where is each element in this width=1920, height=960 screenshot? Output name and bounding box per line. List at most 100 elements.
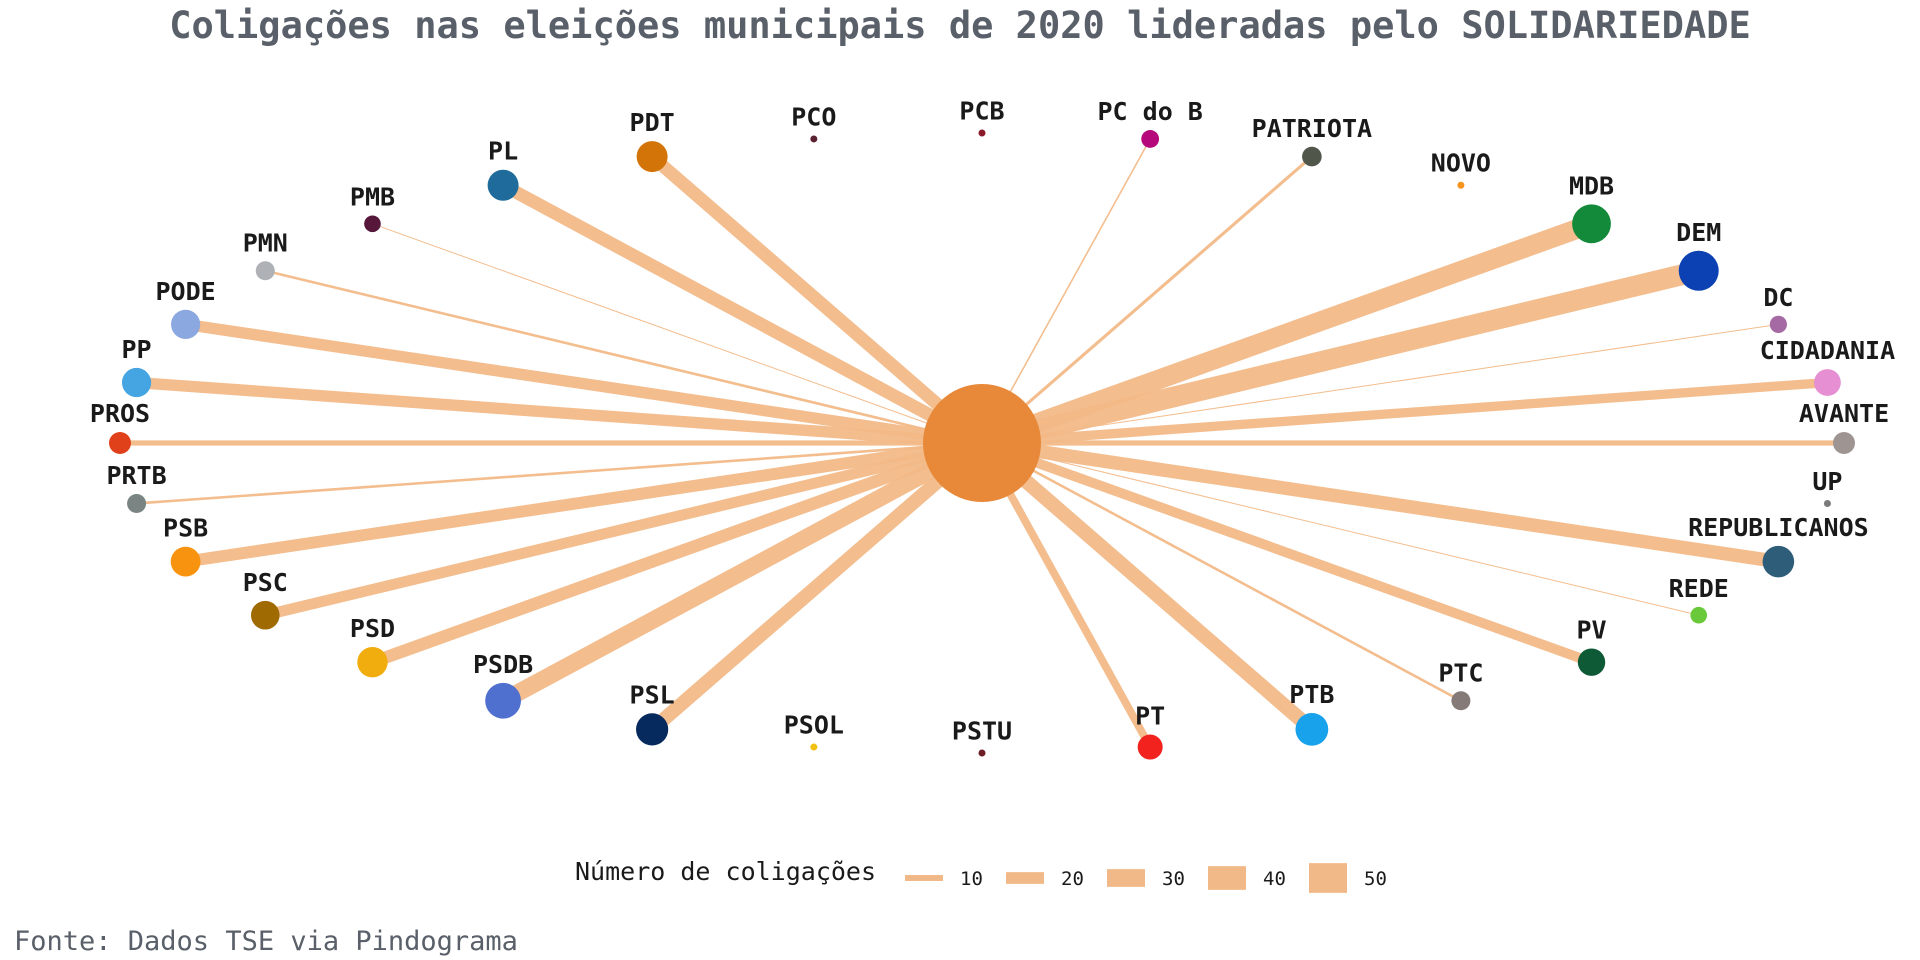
node-patriota bbox=[1302, 146, 1322, 167]
legend-value-50: 50 bbox=[1364, 868, 1387, 890]
edge-psdb bbox=[499, 435, 987, 709]
edge-cidadania bbox=[981, 377, 1828, 448]
node-label-pstu: PSTU bbox=[952, 717, 1012, 746]
edge-prtb bbox=[136, 441, 983, 505]
node-pcb bbox=[978, 129, 986, 137]
edge-ptc bbox=[981, 441, 1462, 702]
node-pmb bbox=[364, 215, 381, 233]
node-psdb bbox=[485, 682, 521, 719]
node-label-pp: PP bbox=[122, 335, 152, 364]
node-label-pcb: PCB bbox=[959, 97, 1004, 126]
edge-psc bbox=[263, 437, 984, 621]
node-rede bbox=[1690, 606, 1708, 624]
edge-psl bbox=[647, 437, 987, 735]
node-cidadania bbox=[1814, 369, 1841, 396]
node-label-psdb: PSDB bbox=[473, 650, 533, 679]
node-center bbox=[923, 384, 1041, 502]
edge-pp bbox=[136, 376, 983, 449]
legend-value-40: 40 bbox=[1263, 868, 1286, 890]
node-label-pl: PL bbox=[488, 137, 518, 166]
legend: Número de coligações 10 20 30 40 50 bbox=[575, 857, 1387, 893]
node-pco bbox=[810, 135, 818, 143]
chart-title: Coligações nas eleições municipais de 20… bbox=[169, 4, 1751, 47]
node-pros bbox=[109, 432, 131, 454]
node-psc bbox=[250, 600, 280, 630]
node-psd bbox=[357, 647, 388, 678]
node-label-prtb: PRTB bbox=[106, 461, 166, 490]
node-republicanos bbox=[1762, 545, 1795, 578]
edge-pmb bbox=[372, 223, 983, 444]
node-psb bbox=[170, 546, 201, 577]
node-label-avante: AVANTE bbox=[1799, 399, 1889, 428]
node-label-cidadania: CIDADANIA bbox=[1760, 336, 1895, 365]
edge-pdt bbox=[647, 151, 987, 448]
node-label-rede: REDE bbox=[1669, 574, 1729, 603]
node-label-pmn: PMN bbox=[243, 228, 288, 257]
edge-pode bbox=[184, 318, 983, 449]
edge-republicanos bbox=[981, 436, 1780, 569]
node-dc bbox=[1769, 315, 1787, 333]
node-label-psl: PSL bbox=[630, 680, 675, 709]
node-ptb bbox=[1295, 713, 1329, 746]
node-label-psc: PSC bbox=[243, 568, 288, 597]
node-label-novo: NOVO bbox=[1431, 149, 1491, 178]
node-label-pv: PV bbox=[1576, 616, 1606, 645]
edge-pv bbox=[980, 438, 1594, 667]
node-label-pco: PCO bbox=[791, 102, 836, 131]
edge-dc bbox=[981, 323, 1779, 444]
node-label-pros: PROS bbox=[90, 399, 150, 428]
nodes-layer bbox=[109, 129, 1855, 760]
node-label-pmb: PMB bbox=[350, 182, 395, 211]
node-label-patriota: PATRIOTA bbox=[1252, 114, 1372, 143]
node-label-psol: PSOL bbox=[784, 711, 844, 740]
node-label-pode: PODE bbox=[156, 277, 216, 306]
node-label-ptb: PTB bbox=[1289, 680, 1334, 709]
node-label-psd: PSD bbox=[350, 614, 395, 643]
source-note: Fonte: Dados TSE via Pindograma bbox=[14, 926, 518, 957]
node-label-psb: PSB bbox=[163, 514, 208, 543]
edge-pl bbox=[500, 179, 986, 449]
node-label-pt: PT bbox=[1135, 702, 1165, 731]
node-pode bbox=[171, 309, 201, 339]
node-up bbox=[1823, 499, 1831, 507]
legend-value-10: 10 bbox=[960, 868, 983, 890]
edge-patriota bbox=[980, 155, 1313, 445]
node-avante bbox=[1833, 432, 1855, 454]
node-pp bbox=[121, 367, 152, 398]
node-label-pc-do-b: PC do B bbox=[1097, 97, 1202, 126]
node-pv bbox=[1577, 648, 1606, 676]
edge-rede bbox=[981, 442, 1699, 616]
node-pl bbox=[487, 169, 519, 201]
legend-value-30: 30 bbox=[1162, 868, 1185, 890]
node-prtb bbox=[127, 493, 147, 513]
edge-mdb bbox=[978, 214, 1595, 453]
edges-layer bbox=[120, 138, 1844, 749]
edge-pmn bbox=[264, 269, 983, 445]
node-label-dc: DC bbox=[1763, 283, 1793, 312]
node-label-ptc: PTC bbox=[1438, 658, 1483, 687]
node-psol bbox=[810, 743, 818, 751]
node-label-mdb: MDB bbox=[1569, 171, 1614, 200]
node-pt bbox=[1137, 734, 1163, 760]
edge-psb bbox=[184, 437, 983, 568]
node-ptc bbox=[1451, 691, 1471, 711]
node-pmn bbox=[255, 261, 275, 281]
node-label-republicanos: REPUBLICANOS bbox=[1688, 513, 1869, 542]
node-psl bbox=[636, 713, 669, 746]
edge-ptb bbox=[977, 437, 1317, 735]
node-label-up: UP bbox=[1812, 467, 1842, 496]
legend-title: Número de coligações bbox=[575, 857, 876, 886]
edge-dem bbox=[979, 260, 1702, 454]
node-mdb bbox=[1572, 204, 1611, 244]
node-pstu bbox=[978, 749, 986, 757]
legend-value-20: 20 bbox=[1061, 868, 1084, 890]
node-label-pdt: PDT bbox=[630, 108, 675, 137]
node-dem bbox=[1678, 250, 1719, 291]
node-label-dem: DEM bbox=[1676, 218, 1721, 247]
node-pc-do-b bbox=[1141, 130, 1160, 148]
node-novo bbox=[1457, 181, 1465, 189]
node-pdt bbox=[636, 141, 668, 173]
labels-layer: PCB PC do B PATRIOTA NOVO MDB DEM DC CIDADANIA A… bbox=[90, 97, 1895, 746]
